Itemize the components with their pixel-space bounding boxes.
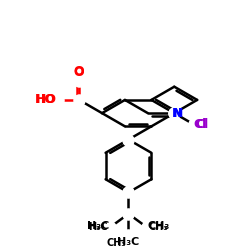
Text: Cl: Cl [193, 118, 206, 131]
Text: H₃C: H₃C [88, 222, 108, 232]
Text: HO: HO [34, 94, 56, 106]
Text: CH₃: CH₃ [106, 238, 126, 248]
Text: H₃C: H₃C [117, 237, 140, 247]
Text: O: O [74, 66, 85, 79]
Text: CH₃: CH₃ [149, 222, 169, 232]
Text: HO: HO [36, 94, 57, 106]
Text: Cl: Cl [196, 118, 209, 131]
Text: CH₃: CH₃ [148, 221, 170, 231]
Text: N: N [172, 107, 182, 120]
Text: N: N [173, 107, 183, 120]
Text: O: O [74, 65, 85, 78]
Text: H₃C: H₃C [87, 221, 109, 231]
